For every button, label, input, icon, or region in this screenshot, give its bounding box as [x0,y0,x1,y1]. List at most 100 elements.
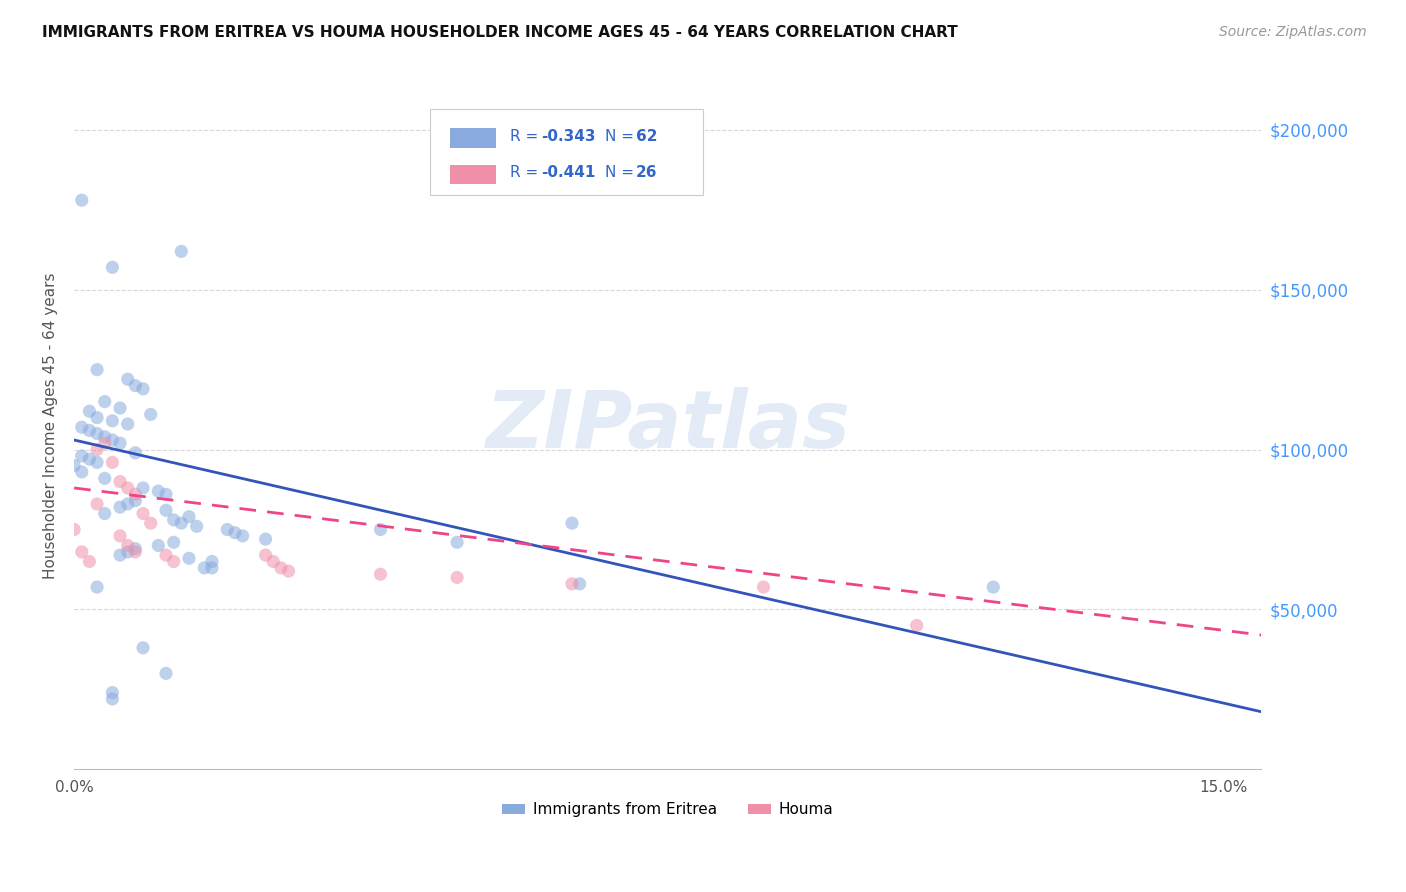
Point [177,551,200,566]
Point [981,580,1004,594]
Point [177,509,200,524]
Point [108,475,131,489]
Point [117,497,139,511]
Point [148,484,170,499]
Point [201,561,224,575]
Point [163,513,186,527]
Point [70,420,93,434]
Point [101,414,124,428]
Point [132,640,155,655]
Point [86,410,108,425]
Point [446,570,468,584]
Point [155,548,177,562]
Point [79,404,101,418]
Point [70,193,93,207]
Point [86,426,108,441]
Point [170,516,193,530]
Point [79,424,101,438]
Text: -0.343: -0.343 [541,129,595,144]
Point [186,519,208,533]
Point [132,481,155,495]
Point [124,378,146,392]
Point [139,516,162,530]
Y-axis label: Householder Income Ages 45 - 64 years: Householder Income Ages 45 - 64 years [44,272,58,579]
Point [752,580,775,594]
Point [277,564,299,578]
Point [905,618,928,632]
Point [101,260,124,275]
Point [155,503,177,517]
Point [262,554,284,568]
Point [63,458,86,473]
Point [108,500,131,515]
Point [117,545,139,559]
Point [108,436,131,450]
Point [93,507,115,521]
Point [117,417,139,431]
Point [101,455,124,469]
Point [155,666,177,681]
Bar [450,128,495,147]
Text: ZIPatlas: ZIPatlas [485,386,851,465]
Point [193,561,215,575]
Point [446,535,468,549]
Point [124,493,146,508]
Point [70,465,93,479]
Point [124,541,146,556]
Point [93,430,115,444]
Point [101,692,124,706]
Point [132,507,155,521]
Point [163,554,186,568]
Point [93,436,115,450]
Point [117,539,139,553]
Text: 26: 26 [636,165,657,180]
Point [232,529,254,543]
Point [155,487,177,501]
Point [86,442,108,457]
Point [101,685,124,699]
Point [561,577,583,591]
Point [254,532,277,546]
FancyBboxPatch shape [430,110,703,195]
Point [170,244,193,259]
Point [254,548,277,562]
Point [117,372,139,386]
Point [108,548,131,562]
Point [124,446,146,460]
Point [568,577,591,591]
Point [70,545,93,559]
Point [561,516,583,530]
Point [124,487,146,501]
Text: R =: R = [510,129,543,144]
Point [86,455,108,469]
Text: 62: 62 [636,129,657,144]
Point [101,433,124,447]
Point [370,567,392,582]
Text: N =: N = [605,165,638,180]
Point [217,523,239,537]
Text: IMMIGRANTS FROM ERITREA VS HOUMA HOUSEHOLDER INCOME AGES 45 - 64 YEARS CORRELATI: IMMIGRANTS FROM ERITREA VS HOUMA HOUSEHO… [42,25,957,40]
Bar [450,165,495,184]
Point [86,362,108,376]
Point [124,545,146,559]
Point [86,580,108,594]
Point [79,452,101,467]
Point [139,408,162,422]
Point [370,523,392,537]
Text: N =: N = [605,129,638,144]
Point [117,481,139,495]
Point [163,535,186,549]
Point [63,523,86,537]
Point [86,497,108,511]
Point [270,561,292,575]
Point [108,529,131,543]
Text: -0.441: -0.441 [541,165,595,180]
Point [108,401,131,415]
Point [132,382,155,396]
Point [70,449,93,463]
Point [224,525,246,540]
Point [93,394,115,409]
Point [79,554,101,568]
Text: Source: ZipAtlas.com: Source: ZipAtlas.com [1219,25,1367,39]
Text: R =: R = [510,165,543,180]
